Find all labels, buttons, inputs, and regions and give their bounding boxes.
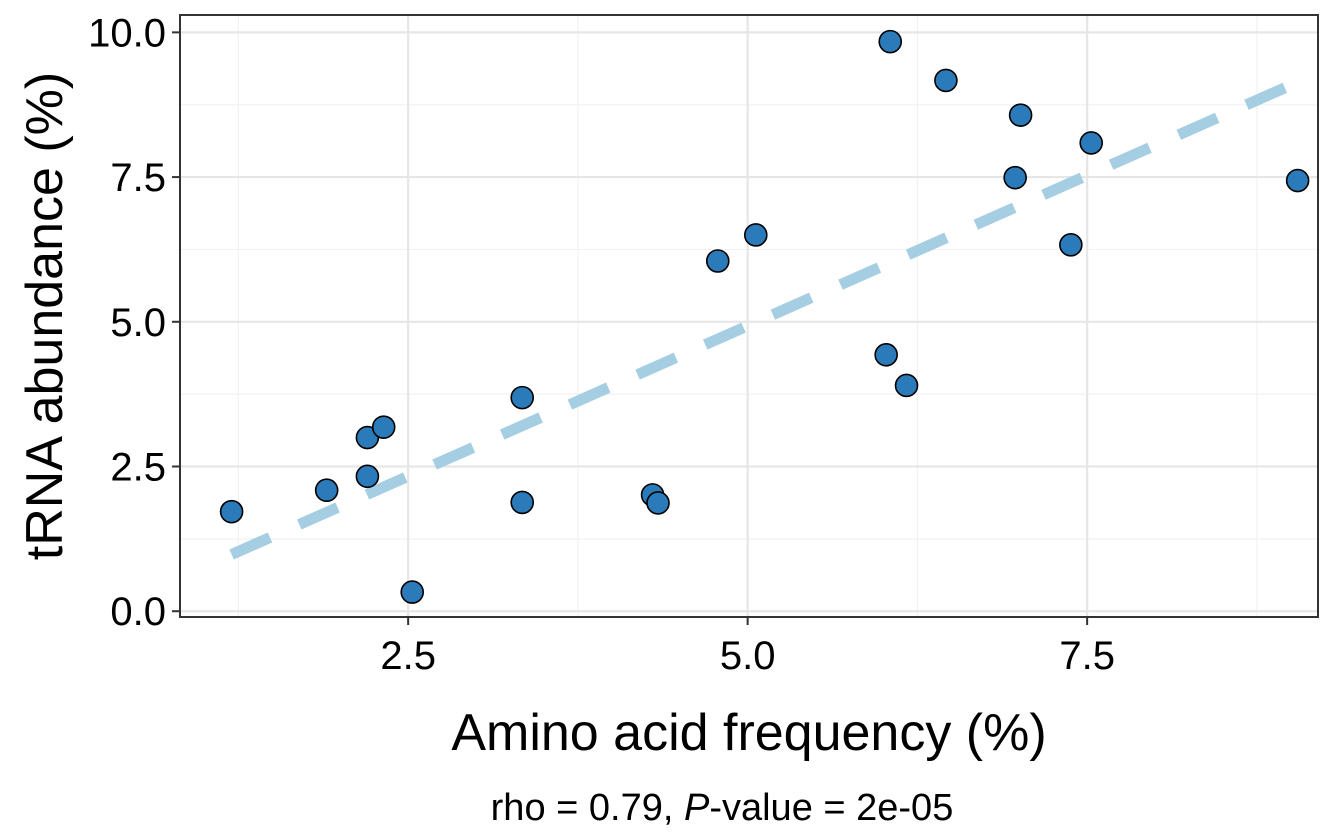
fit-line-layer [229,77,1300,560]
scatter-point [874,342,898,367]
panel-border [179,14,1319,618]
scatter-point [371,415,396,439]
x-axis-title: Amino acid frequency (%) [451,704,1046,762]
y-tick-label: 0.0 [110,590,166,634]
scatter-point [219,499,244,524]
scatter-point [894,373,919,398]
y-tick-label: 7.5 [110,156,166,200]
scatter-point [1003,165,1027,190]
caption-p-italic: P [684,787,710,829]
scatter-point [1079,131,1104,155]
points-layer [219,29,1310,604]
x-tick-label: 7.5 [1059,634,1115,678]
scatter-point [646,491,670,515]
scatter-point [743,223,768,247]
scatter-point [934,68,958,93]
scatter-point [355,464,380,489]
correlation-caption: rho = 0.79, P-value = 2e-05 [491,787,954,829]
fit-line [229,77,1300,560]
y-tick-label: 10.0 [88,11,166,55]
scatter-point [510,490,535,515]
x-axis-ticks: 2.5 5.0 7.5 [380,617,1115,678]
minor-grid [180,15,1318,617]
y-tick-label: 5.0 [110,301,166,345]
scatter-point [314,478,339,503]
scatter-point [878,29,903,54]
scatter-point [400,580,425,604]
scatter-point [705,249,730,273]
x-tick-label: 5.0 [720,634,776,678]
caption-prefix: rho = 0.79, [491,787,684,829]
scatter-point [510,385,535,410]
y-tick-label: 2.5 [110,446,166,490]
y-axis-ticks: 0.0 2.5 5.0 7.5 10.0 [88,11,180,634]
y-axis-title: tRNA abundance (%) [16,72,74,561]
scatter-point [1285,168,1310,193]
caption-suffix: -value = 2e-05 [709,787,953,829]
x-tick-label: 2.5 [380,634,436,678]
major-grid [180,15,1318,617]
scatter-point [1059,233,1083,257]
scatter-point [1008,103,1033,127]
